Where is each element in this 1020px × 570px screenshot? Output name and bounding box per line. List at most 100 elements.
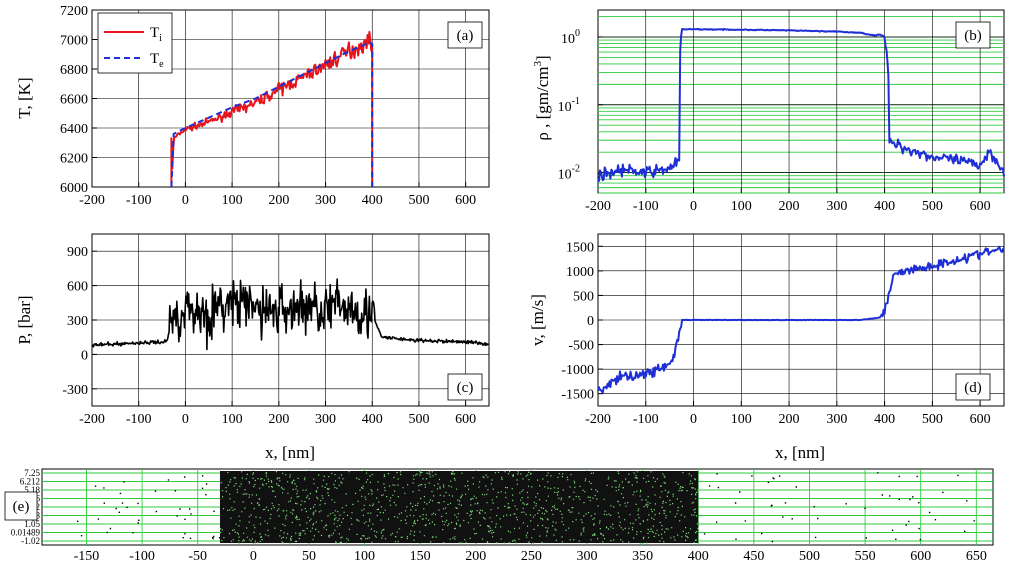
x-tick-label: 100 — [222, 412, 243, 427]
panel-d-label: (d) — [964, 380, 982, 396]
x-tick-label: 0 — [250, 549, 257, 564]
x-tick-label: -100 — [126, 412, 152, 427]
panel-b-y-ticks: 100 10-1 10-2 — [558, 28, 603, 183]
panel-c-x-ticks: -200 -100 0 100 200 300 400 500 600 — [79, 401, 476, 427]
y-tick-label: 10-1 — [558, 96, 580, 115]
x-tick-label: 350 — [632, 549, 653, 564]
x-tick-label: 100 — [731, 412, 752, 427]
y-tick-label: 0 — [587, 314, 594, 329]
x-tick-label: 0 — [690, 199, 697, 214]
panel-a-label: (a) — [457, 28, 474, 44]
x-tick-label: 300 — [315, 193, 336, 208]
panel-a: -200 -100 0 100 200 300 400 500 600 6000 6200 6400… — [15, 4, 490, 208]
panel-c-xlabel: x, [nm] — [265, 443, 315, 462]
panel-a-label-box — [447, 21, 483, 49]
x-tick-label: 500 — [922, 199, 943, 214]
x-tick-label: 500 — [408, 412, 429, 427]
y-tick-label: 10-2 — [558, 164, 580, 183]
y-tick-label: -1.02 — [21, 536, 40, 546]
panel-d-lines — [597, 245, 1005, 394]
x-tick-label: 400 — [874, 412, 895, 427]
series-velocity-line — [597, 245, 1005, 394]
x-tick-label: 650 — [966, 549, 987, 564]
legend-te-label: Te — [150, 51, 164, 70]
panel-d-y-ticks: -1500 -1000 -500 0 500 1000 1500 — [561, 240, 603, 403]
panel-d-ylabel: v, [m/s] — [528, 294, 547, 346]
y-tick-label: 7200 — [60, 4, 88, 19]
y-tick-label: -300 — [62, 383, 88, 398]
y-tick-label: 0.01489 — [11, 528, 41, 538]
x-tick-label: 500 — [799, 549, 820, 564]
x-tick-label: 100 — [354, 549, 375, 564]
x-tick-label: -100 — [633, 412, 659, 427]
y-tick-label: 1500 — [566, 240, 594, 255]
y-tick-label: 6600 — [60, 93, 88, 108]
y-tick-label: 0 — [81, 348, 88, 363]
panel-c-label-box — [447, 373, 483, 401]
panel-a-ylabel: T, [K] — [15, 77, 34, 118]
series-pressure-line — [91, 278, 489, 351]
x-tick-label: 450 — [743, 549, 764, 564]
x-tick-label: 500 — [408, 193, 429, 208]
panel-e: -150 -100 -50 0 50 100 150 200 250 300 350 400 450 50… — [4, 468, 994, 564]
y-tick-label: -1000 — [561, 363, 594, 378]
panel-c-lines — [91, 278, 489, 351]
panel-b-label: (b) — [964, 28, 982, 44]
panel-b-lines — [597, 27, 1005, 182]
x-tick-label: 0 — [182, 412, 189, 427]
y-tick-label: 100 — [561, 28, 580, 47]
panel-e-label-box — [4, 491, 38, 521]
x-tick-label: -200 — [79, 193, 105, 208]
x-tick-label: 100 — [731, 199, 752, 214]
x-tick-label: -100 — [633, 199, 659, 214]
x-tick-label: 200 — [268, 193, 289, 208]
x-tick-label: 200 — [268, 412, 289, 427]
particle-slab — [219, 471, 699, 543]
y-tick-label: 6000 — [60, 181, 88, 196]
x-tick-label: -50 — [188, 549, 207, 564]
panel-a-x-ticks: -200 -100 0 100 200 300 400 500 600 — [79, 182, 476, 208]
x-tick-label: 200 — [465, 549, 486, 564]
x-tick-label: -150 — [74, 549, 100, 564]
x-tick-label: 550 — [855, 549, 876, 564]
series-te-line — [170, 41, 374, 188]
y-tick-label: 1000 — [566, 265, 594, 280]
x-tick-label: 100 — [222, 193, 243, 208]
x-tick-label: 50 — [302, 549, 316, 564]
x-tick-label: 400 — [688, 549, 709, 564]
y-tick-label: 600 — [67, 280, 88, 295]
x-tick-label: 600 — [970, 412, 991, 427]
x-tick-label: -200 — [585, 199, 611, 214]
y-tick-label: 6200 — [60, 152, 88, 167]
x-tick-label: 600 — [455, 412, 476, 427]
x-tick-label: 0 — [182, 193, 189, 208]
y-tick-label: 6400 — [60, 122, 88, 137]
panel-b-grid — [598, 10, 1004, 194]
panel-d-xlabel: x, [nm] — [775, 443, 825, 462]
x-tick-label: 200 — [779, 412, 800, 427]
x-tick-label: 250 — [521, 549, 542, 564]
x-tick-label: 600 — [910, 549, 931, 564]
panel-c-grid — [92, 234, 489, 406]
x-tick-label: 300 — [315, 412, 336, 427]
x-tick-label: 400 — [362, 412, 383, 427]
legend-ti-label: Ti — [150, 25, 162, 44]
x-tick-label: 600 — [970, 199, 991, 214]
panel-d-x-ticks: -200 -100 0 100 200 300 400 500 600 — [585, 401, 991, 427]
x-tick-label: -200 — [79, 412, 105, 427]
y-tick-label: 7000 — [60, 34, 88, 49]
y-tick-label: 300 — [67, 314, 88, 329]
y-tick-label: 900 — [67, 245, 88, 260]
panel-c-y-ticks: -300 0 300 600 900 — [62, 245, 97, 398]
x-tick-label: 300 — [826, 199, 847, 214]
panel-c-label: (c) — [457, 380, 474, 396]
panel-a-legend-box — [97, 12, 173, 74]
x-tick-label: 500 — [922, 412, 943, 427]
panel-b-ylabel: ρ , [gm/cm3] — [532, 55, 552, 140]
series-density-line — [597, 27, 1005, 182]
panel-a-lines — [170, 30, 374, 188]
panel-b: -200 -100 0 100 200 300 400 500 600 10010-110-2 … — [532, 9, 1005, 214]
panel-e-label: (e) — [13, 499, 30, 515]
x-tick-label: -100 — [129, 549, 155, 564]
